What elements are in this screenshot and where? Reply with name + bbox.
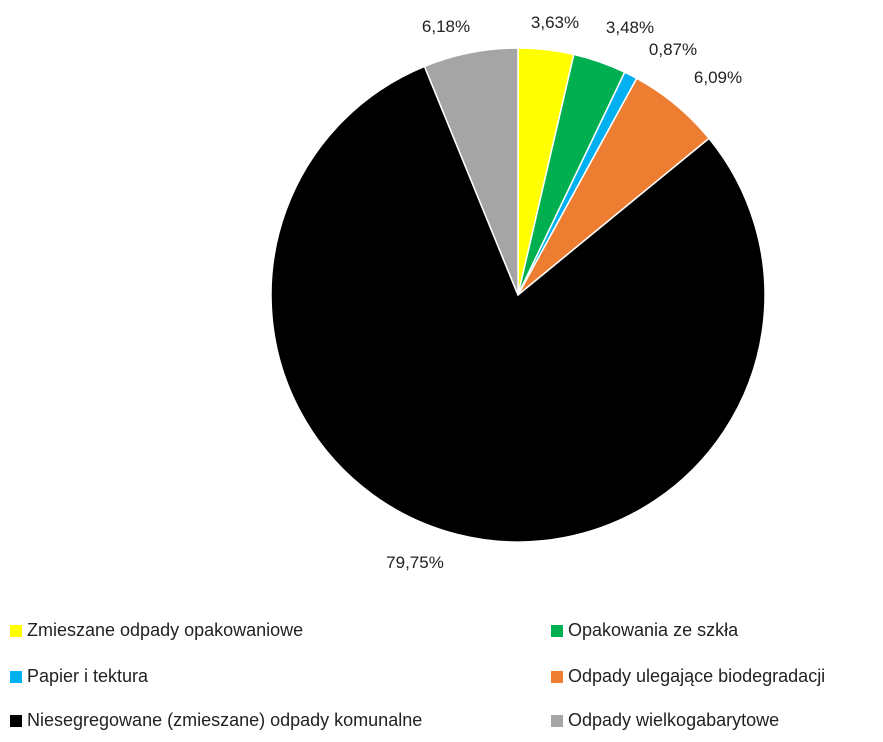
label-glass-packaging: 3,48% bbox=[606, 18, 654, 37]
legend-swatch bbox=[551, 714, 563, 727]
legend: Zmieszane odpady opakowaniowe Opakowania… bbox=[0, 612, 883, 742]
pie-data-labels: 3,63% 3,48% 0,87% 6,09% 79,75% 6,18% bbox=[386, 13, 742, 572]
legend-swatch bbox=[10, 624, 22, 637]
legend-swatch bbox=[551, 624, 563, 637]
legend-label: Opakowania ze szkła bbox=[568, 620, 739, 640]
slice-unsorted-municipal bbox=[270, 65, 766, 543]
legend-item-unsorted-municipal: Niesegregowane (zmieszane) odpady komuna… bbox=[10, 710, 422, 731]
slice-bulky-waste bbox=[423, 47, 519, 296]
legend-label: Zmieszane odpady opakowaniowe bbox=[27, 620, 304, 640]
pie-slices bbox=[270, 47, 766, 543]
legend-item-mixed-packaging: Zmieszane odpady opakowaniowe bbox=[10, 620, 303, 641]
legend-item-glass-packaging: Opakowania ze szkła bbox=[551, 620, 738, 641]
legend-swatch bbox=[551, 670, 563, 683]
label-paper: 0,87% bbox=[649, 40, 697, 59]
label-bulky-waste: 6,18% bbox=[422, 17, 470, 36]
legend-swatch bbox=[10, 670, 22, 683]
legend-label: Odpady wielkogabarytowe bbox=[568, 710, 780, 730]
legend-swatch bbox=[10, 714, 22, 727]
legend-item-biodegradable: Odpady ulegające biodegradacji bbox=[551, 666, 825, 687]
legend-label: Papier i tektura bbox=[27, 666, 149, 686]
label-biodegradable: 6,09% bbox=[694, 68, 742, 87]
legend-label: Niesegregowane (zmieszane) odpady komuna… bbox=[27, 710, 423, 730]
label-unsorted-municipal: 79,75% bbox=[386, 553, 444, 572]
pie-chart: 3,63% 3,48% 0,87% 6,09% 79,75% 6,18% bbox=[270, 13, 766, 572]
label-mixed-packaging: 3,63% bbox=[531, 13, 579, 32]
legend-item-paper: Papier i tektura bbox=[10, 666, 148, 687]
legend-label: Odpady ulegające biodegradacji bbox=[568, 666, 826, 686]
legend-item-bulky-waste: Odpady wielkogabarytowe bbox=[551, 710, 779, 731]
